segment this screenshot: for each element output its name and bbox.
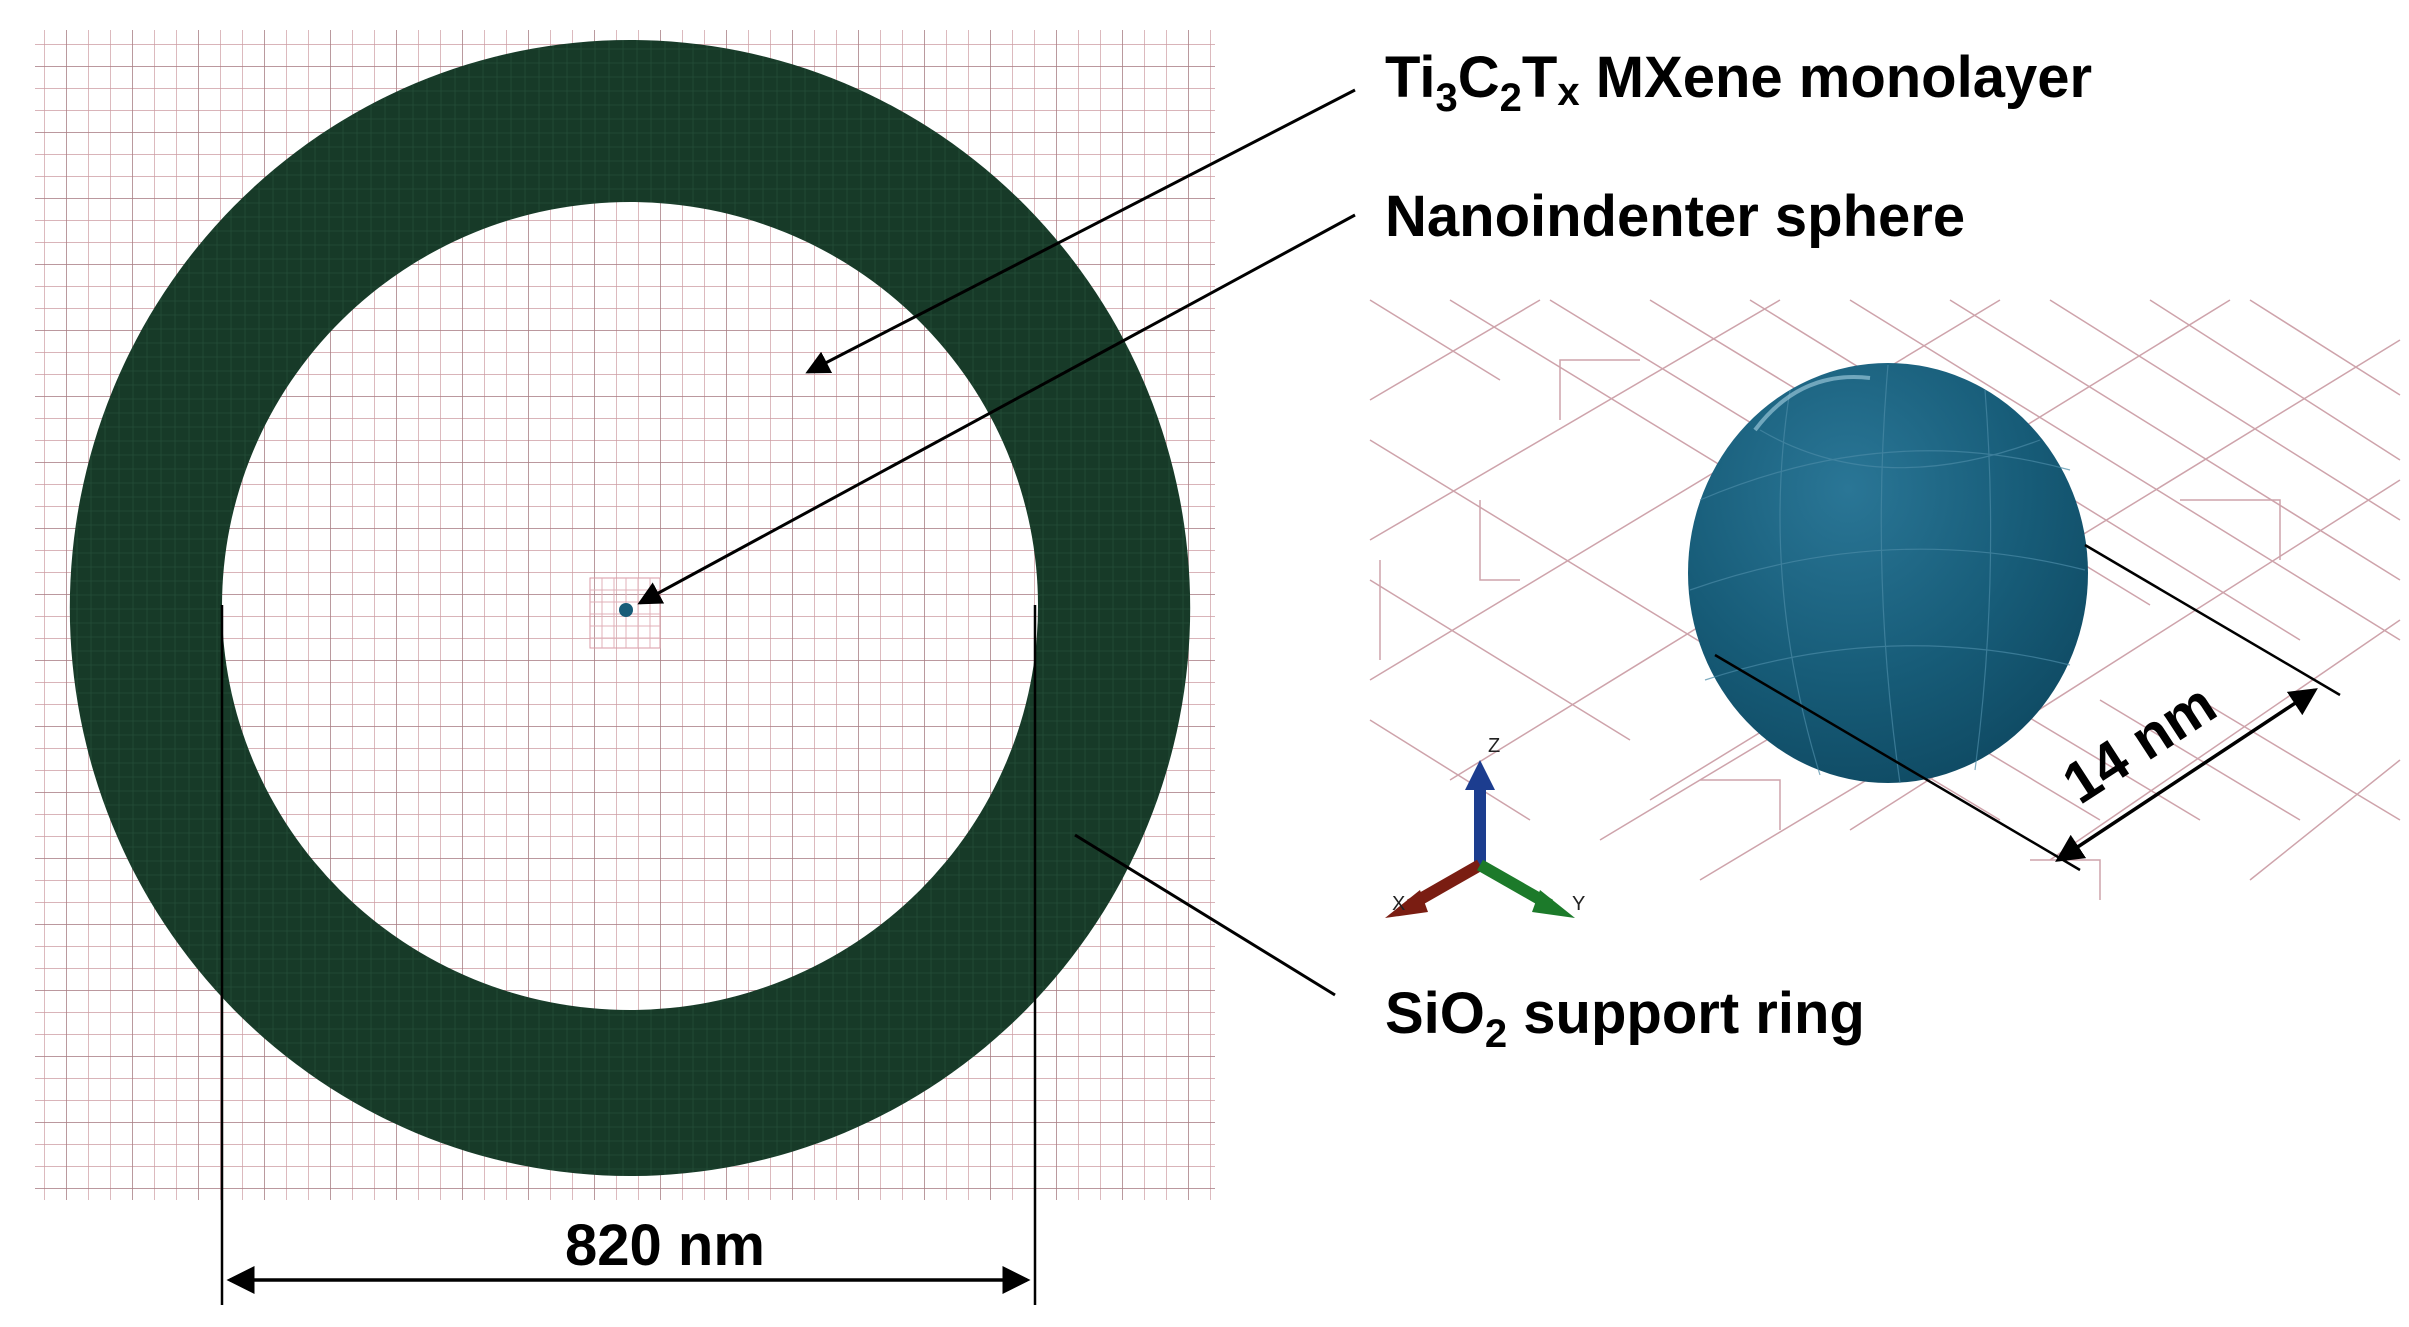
center-sphere-marker	[589, 577, 661, 649]
ring-label: SiO2 support ring	[1385, 981, 1865, 1056]
ring-diameter-label: 820 nm	[565, 1213, 765, 1278]
leader-arrows	[637, 88, 1356, 997]
axis-triad: Z X Y	[1385, 735, 1585, 918]
axis-y-label: Y	[1572, 893, 1585, 915]
sphere-leader	[637, 213, 1356, 605]
ring-diameter-dimension	[220, 605, 1037, 1305]
axis-z-label: Z	[1488, 735, 1500, 757]
nanoindenter-sphere	[1688, 363, 2088, 784]
sphere-diameter-label: 14 nm	[2051, 671, 2227, 817]
monolayer-label: Ti3C2Tx MXene monolayer	[1385, 45, 2092, 120]
monolayer-leader	[805, 88, 1356, 374]
sphere-diameter-dimension	[1714, 543, 2341, 872]
axis-x-label: X	[1392, 893, 1405, 915]
sphere-label: Nanoindenter sphere	[1385, 184, 1965, 249]
ring-leader	[1074, 833, 1336, 997]
